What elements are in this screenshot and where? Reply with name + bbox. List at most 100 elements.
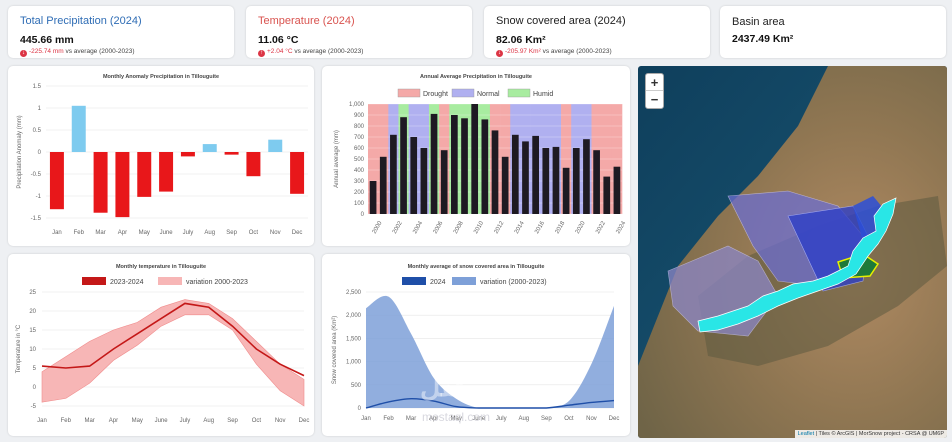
bar-2016	[532, 135, 539, 214]
stat-value: 82.06 Km²	[496, 34, 546, 46]
arrow-down-icon: ↓	[20, 50, 27, 57]
temperature-line	[41, 302, 305, 377]
x-tick-label: June	[160, 230, 174, 236]
zoom-out-button[interactable]: −	[650, 92, 659, 107]
y-tick-label: 15	[29, 328, 36, 334]
x-tick-label: Mar	[406, 416, 416, 422]
legend-label-drought: Drought	[423, 91, 448, 98]
bar-sep	[224, 152, 239, 155]
x-tick-label: 2010	[473, 220, 485, 235]
y-tick-label: 700	[354, 135, 365, 141]
legend-swatch-2023-2024	[82, 277, 106, 285]
chart-card-annual: Annual Average Precipitation in Tillougu…	[322, 66, 630, 246]
x-tick-label: Jan	[37, 418, 47, 424]
bar-2007	[440, 150, 448, 214]
x-tick-label: Sep	[226, 230, 237, 236]
watermark-text: mostaql.com	[422, 410, 491, 424]
x-tick-label: July	[496, 416, 507, 422]
y-axis-label: Snow covered area (Km²)	[332, 316, 338, 384]
y-axis-label: Temperature in °C	[16, 324, 22, 373]
y-tick-label: 0.5	[33, 128, 42, 134]
x-tick-label: Nov	[275, 418, 286, 424]
zoom-in-button[interactable]: +	[646, 74, 663, 91]
variation-band	[41, 299, 305, 407]
map-attribution: Leaflet | Tiles © ArcGIS | MorSnow proje…	[794, 430, 947, 438]
bar-2008	[451, 115, 458, 214]
y-tick-label: 25	[29, 290, 36, 296]
x-tick-label: Oct	[252, 418, 262, 424]
x-tick-label: 2002	[392, 220, 404, 235]
y-tick-label: 200	[354, 190, 365, 196]
stat-delta: ↓ -225.74 mm vs average (2000-2023)	[20, 48, 135, 57]
x-tick-label: Nov	[586, 416, 597, 422]
stat-title: Temperature (2024)	[258, 15, 355, 27]
x-tick-label: May	[132, 418, 143, 424]
variation-area	[366, 295, 614, 408]
bar-2004	[410, 137, 418, 214]
bar-oct	[246, 152, 261, 177]
chart-title: Monthly Anomaly Precipitation in Tilloug…	[103, 74, 219, 80]
y-tick-label: 1.5	[33, 84, 42, 90]
y-tick-label: 900	[354, 113, 365, 119]
x-tick-label: Mar	[84, 418, 94, 424]
bar-july	[180, 152, 195, 157]
annual-precipitation-chart: Annual Average Precipitation in Tillougu…	[334, 74, 628, 235]
leaflet-link[interactable]: Leaflet	[797, 431, 815, 437]
y-tick-label: 600	[354, 146, 365, 152]
y-tick-label: 0	[358, 406, 362, 412]
bar-2021	[583, 139, 590, 214]
x-tick-label: 2014	[514, 220, 526, 235]
legend-swatch-2024	[402, 277, 426, 285]
bar-2015	[522, 141, 529, 214]
basin-map[interactable]: + − Leaflet | Tiles © ArcGIS | MorSnow p…	[638, 66, 947, 438]
x-tick-label: Oct	[249, 230, 259, 236]
x-tick-label: May	[451, 416, 462, 422]
stat-value: 2437.49 Km²	[732, 33, 794, 45]
x-tick-label: Jan	[52, 230, 62, 236]
bar-2001	[379, 156, 387, 214]
x-tick-label: July	[180, 418, 191, 424]
stat-delta: ↑ +2.04 °C vs average (2000-2023)	[258, 48, 364, 57]
chart-title: Monthly temperature in Tillouguite	[116, 264, 206, 270]
x-tick-label: Nov	[270, 230, 281, 236]
bar-2006	[430, 113, 438, 214]
y-tick-label: 1,500	[346, 336, 362, 342]
snow-cover-zones	[697, 197, 897, 333]
stat-card-precipitation: Total Precipitation (2024) 445.66 mm ↓ -2…	[8, 6, 234, 58]
x-tick-label: Sep	[227, 418, 238, 424]
x-tick-label: Apr	[109, 418, 118, 424]
x-tick-label: 2022	[595, 220, 607, 235]
y-tick-label: 500	[351, 383, 362, 389]
legend-label-humid: Humid	[533, 91, 553, 98]
x-tick-label: 2016	[534, 220, 546, 235]
x-tick-label: June	[472, 416, 486, 422]
zoom-control: + −	[645, 73, 664, 109]
x-tick-label: May	[139, 230, 150, 236]
y-tick-label: 5	[33, 366, 37, 372]
x-tick-label: 2004	[412, 220, 424, 235]
x-tick-label: Oct	[564, 416, 574, 422]
bar-dec	[290, 152, 305, 194]
x-tick-label: Dec	[609, 416, 620, 422]
y-tick-label: 500	[354, 157, 365, 163]
x-tick-label: Feb	[74, 230, 85, 236]
bar-2002	[390, 134, 397, 214]
legend-swatch-drought	[397, 88, 421, 98]
bar-2023	[603, 176, 611, 214]
stat-title: Snow covered area (2024)	[496, 15, 626, 27]
bar-may	[137, 152, 152, 197]
legend-swatch-variation	[158, 277, 182, 285]
x-tick-label: 2024	[615, 220, 627, 235]
bar-apr	[115, 152, 130, 218]
y-tick-label: 1	[38, 106, 42, 112]
x-tick-label: 2006	[433, 220, 445, 235]
anomaly-precipitation-chart: Monthly Anomaly Precipitation in Tilloug…	[17, 74, 308, 236]
chart-card-anomaly: Monthly Anomaly Precipitation in Tilloug…	[8, 66, 314, 246]
bar-2018	[552, 146, 560, 214]
stat-card-temperature: Temperature (2024) 11.06 °C ↑ +2.04 °C vs…	[246, 6, 472, 58]
legend-swatch-humid	[507, 88, 531, 98]
bar-2005	[420, 148, 428, 214]
y-tick-label: 2,500	[346, 290, 362, 296]
bar-2009	[461, 118, 468, 214]
y-tick-label: 20	[29, 309, 36, 315]
